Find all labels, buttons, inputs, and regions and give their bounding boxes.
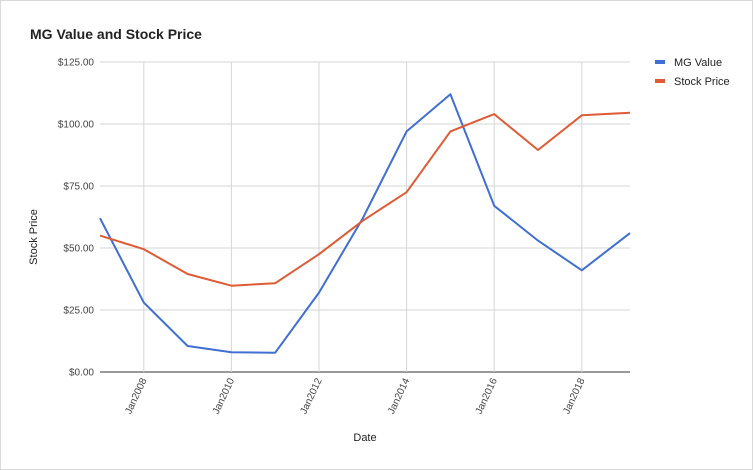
x-tick-label: Jan2010 xyxy=(211,376,237,416)
x-tick-label: Jan2008 xyxy=(123,376,149,416)
y-tick-label: $125.00 xyxy=(58,58,95,69)
legend-swatch xyxy=(655,79,665,83)
y-axis-label: Stock Price xyxy=(28,209,40,265)
y-tick-label: $100.00 xyxy=(58,120,95,131)
x-tick-label: Jan2018 xyxy=(561,376,587,416)
y-tick-label: $0.00 xyxy=(69,368,94,379)
legend-swatch xyxy=(655,60,665,64)
chart-title: MG Value and Stock Price xyxy=(30,26,202,42)
x-tick-label: Jan2012 xyxy=(299,376,325,416)
y-tick-label: $25.00 xyxy=(63,306,94,317)
legend-label: MG Value xyxy=(674,57,722,69)
y-axis-ticks: $0.00 $25.00 $50.00 $75.00 $100.00 $125.00 xyxy=(58,58,95,379)
x-axis-ticks: Jan2008 Jan2010 Jan2012 Jan2014 Jan2016 Jan20… xyxy=(123,376,587,416)
legend-label: Stock Price xyxy=(674,76,730,88)
series-line-mg-value xyxy=(99,93,631,354)
x-axis-label: Date xyxy=(353,432,376,444)
legend: MG Value Stock Price xyxy=(655,57,730,88)
x-tick-label: Jan2014 xyxy=(386,376,412,416)
y-tick-label: $50.00 xyxy=(63,244,94,255)
x-tick-label: Jan2016 xyxy=(474,376,500,416)
series-line-stock-price xyxy=(99,111,631,287)
grid xyxy=(100,61,630,373)
y-tick-label: $75.00 xyxy=(63,182,94,193)
series-lines xyxy=(99,93,631,354)
